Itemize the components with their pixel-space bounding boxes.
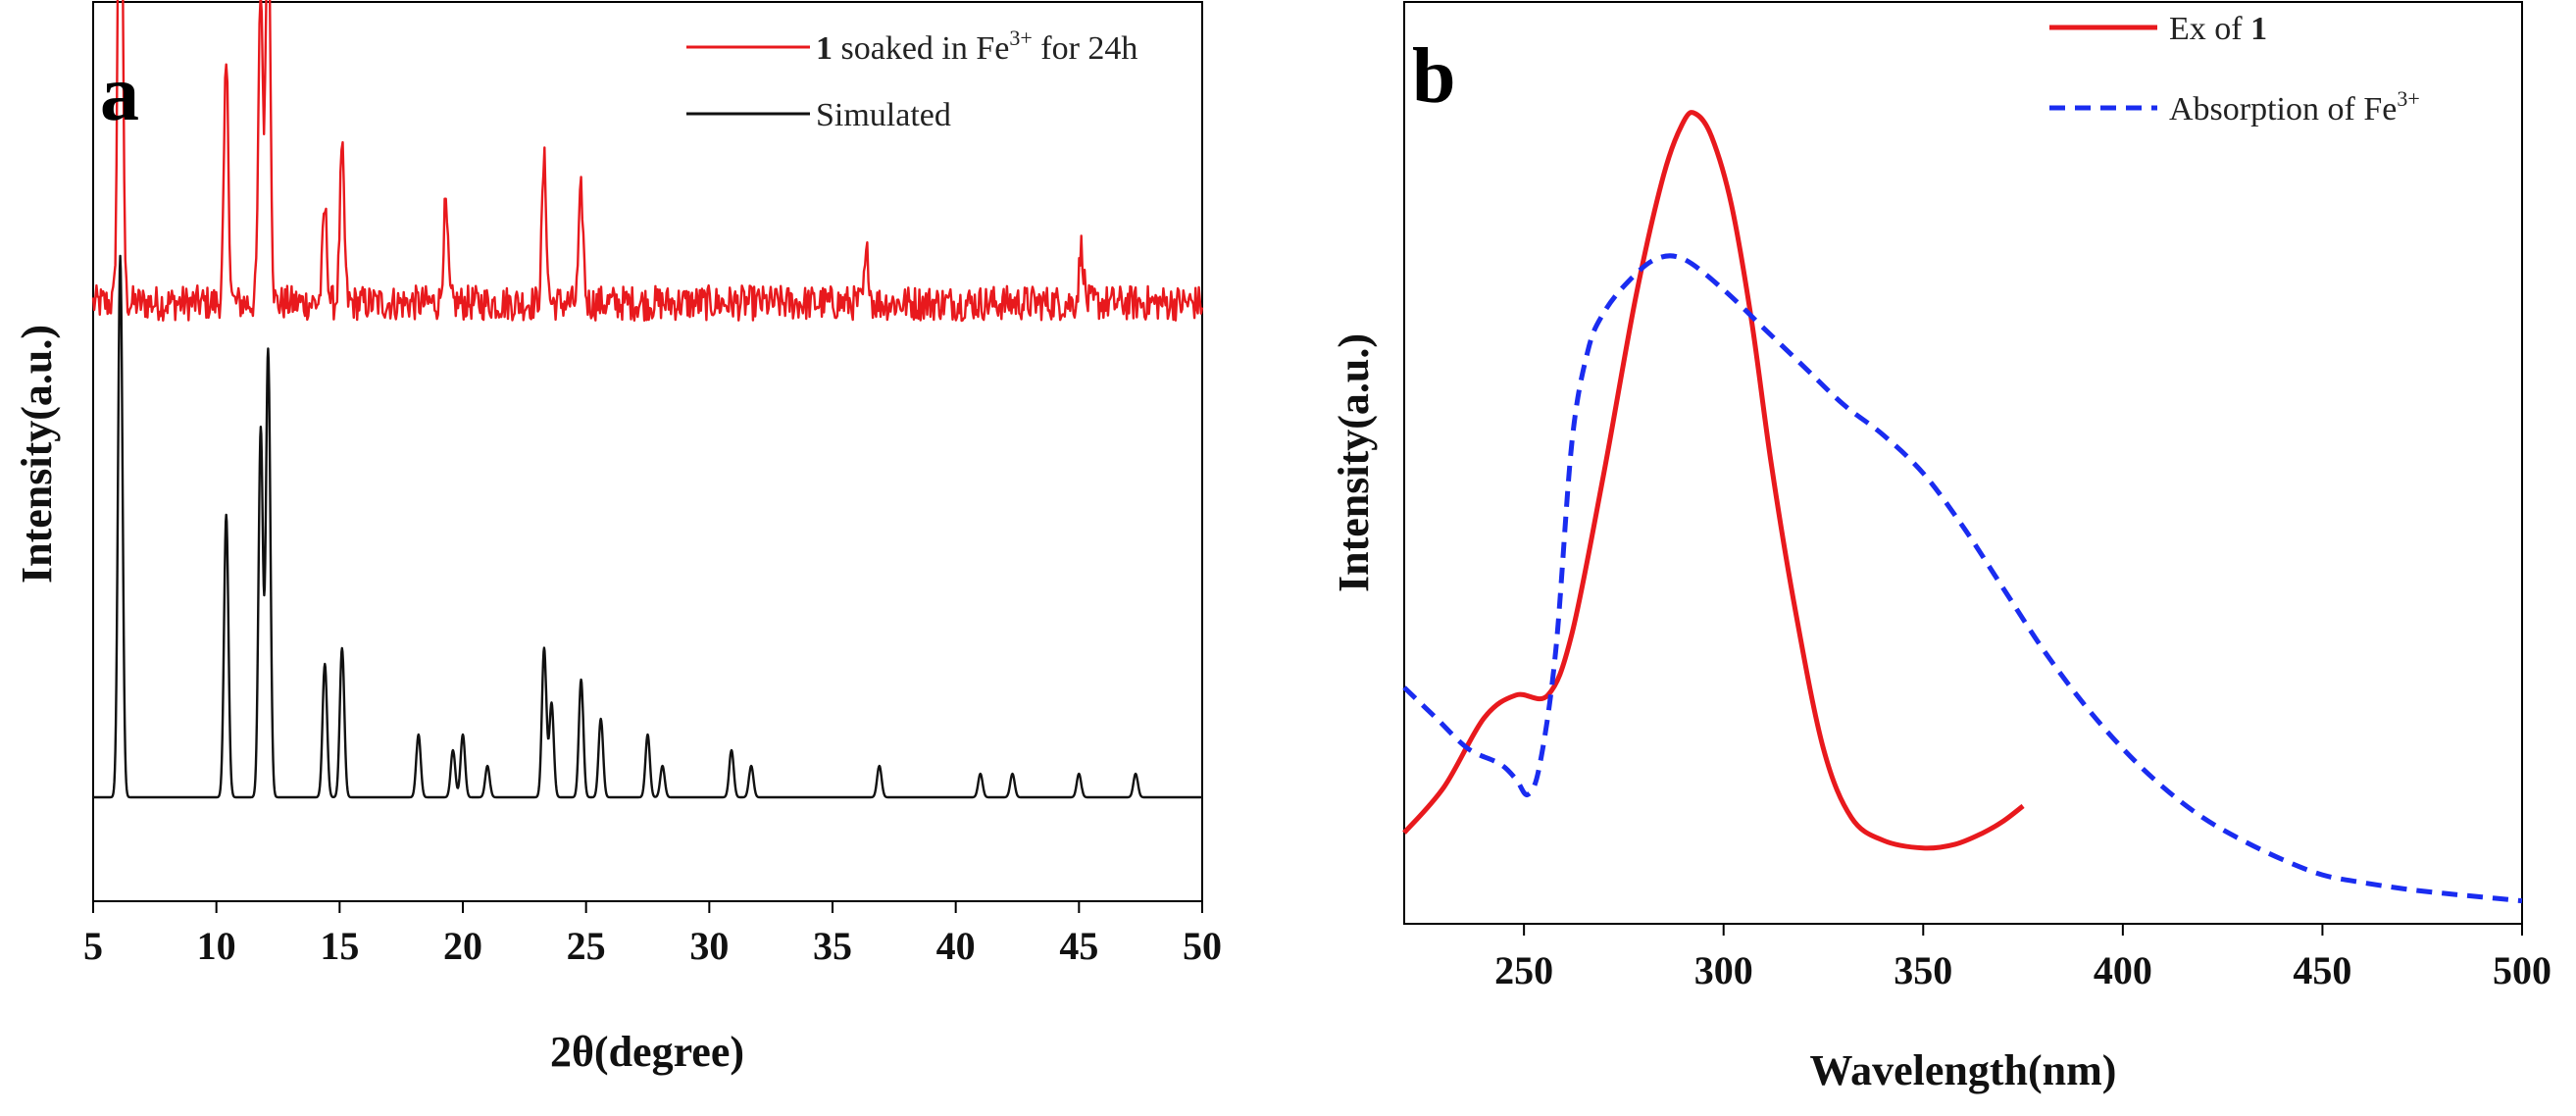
chart-b-ylabel: Intensity(a.u.) — [1330, 333, 1378, 592]
chart-a-series-1 — [92, 254, 1203, 799]
chart-b-series-0 — [1402, 110, 2025, 851]
chart-b-xtick-label: 250 — [1494, 948, 1553, 992]
chart-b-xtick-label: 300 — [1694, 948, 1753, 992]
chart-a-xtick-label: 15 — [320, 924, 359, 968]
chart-b-xtick-label: 400 — [2094, 948, 2152, 992]
chart-b-series-1 — [1402, 253, 2523, 904]
chart-a-series-0 — [91, 0, 1204, 323]
chart-a: 5 10 15 20 25 30 35 40 45 50 a 2θ(degree) Intensi… — [13, 0, 1222, 1076]
chart-b-frame — [1403, 1, 2523, 925]
chart-a-xticks: 5 10 15 20 25 30 35 40 45 50 — [83, 901, 1222, 968]
chart-a-xtick-label: 40 — [936, 924, 976, 968]
chart-b-xtick-label: 450 — [2293, 948, 2351, 992]
chart-b-xtick-label: 350 — [1894, 948, 1952, 992]
legend-a-black-label: Simulated — [816, 97, 951, 133]
chart-b-xticks: 250 300 350 400 450 500 — [1494, 924, 2551, 992]
chart-a-xtick-label: 25 — [567, 924, 606, 968]
chart-b: 250 300 350 400 450 500 b Wavelength(nm) Inte… — [1330, 1, 2551, 1094]
chart-a-frame — [92, 1, 1203, 902]
chart-a-xlabel: 2θ(degree) — [550, 1028, 744, 1076]
chart-a-xtick-label: 20 — [443, 924, 482, 968]
chart-b-series — [1402, 110, 2523, 904]
chart-b-xtick-label: 500 — [2493, 948, 2551, 992]
legend-b-blue-label: Absorption of Fe3+ — [2169, 86, 2420, 127]
chart-a-ylabel: Intensity(a.u.) — [13, 325, 61, 583]
chart-a-xtick-label: 5 — [83, 924, 103, 968]
legend-a-red-label: 1 soaked in Fe3+ for 24h — [816, 25, 1137, 67]
chart-b-xlabel: Wavelength(nm) — [1810, 1046, 2117, 1094]
chart-a-xtick-label: 35 — [813, 924, 852, 968]
chart-a-series — [91, 0, 1204, 799]
chart-b-panel-label: b — [1412, 33, 1456, 120]
chart-a-xtick-label: 30 — [689, 924, 729, 968]
legend-b-red-label: Ex of 1 — [2169, 11, 2267, 47]
chart-a-panel-label: a — [100, 51, 139, 137]
chart-a-xtick-label: 50 — [1183, 924, 1222, 968]
chart-a-xtick-label: 45 — [1059, 924, 1098, 968]
chart-a-xtick-label: 10 — [197, 924, 236, 968]
